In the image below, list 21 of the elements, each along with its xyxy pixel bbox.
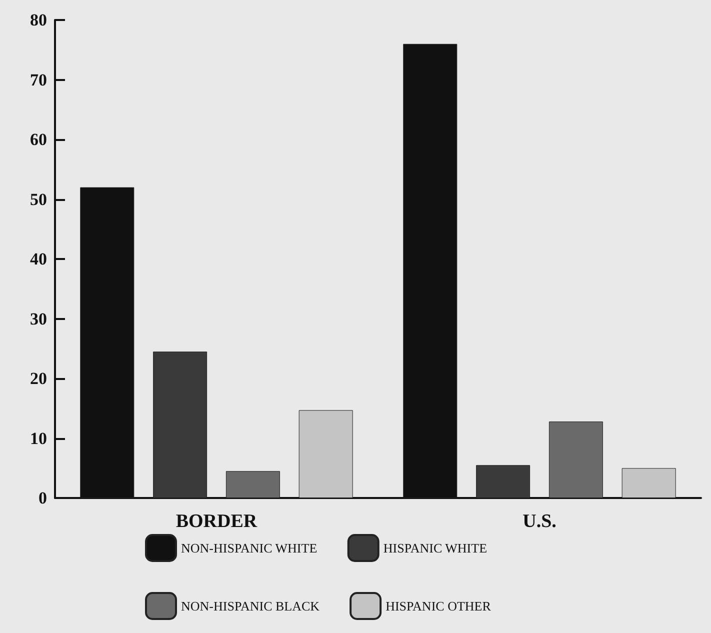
y-tick-label: 10 bbox=[30, 428, 47, 448]
x-tick-label: BORDER bbox=[176, 511, 258, 532]
y-tick-label: 80 bbox=[30, 10, 47, 30]
bar bbox=[476, 465, 530, 498]
y-tick-label: 70 bbox=[30, 70, 47, 90]
y-tick-label: 40 bbox=[30, 250, 47, 268]
legend-label: NON-HISPANIC BLACK bbox=[181, 598, 320, 614]
legend-label: HISPANIC WHITE bbox=[383, 540, 488, 556]
legend-label: HISPANIC OTHER bbox=[386, 598, 492, 614]
bar bbox=[153, 352, 208, 498]
legend-label: NON-HISPANIC WHITE bbox=[181, 540, 318, 556]
y-tick-label: 50 bbox=[30, 190, 47, 209]
x-tick-label: U.S. bbox=[522, 511, 556, 532]
bar bbox=[298, 410, 353, 498]
y-tick-label: 30 bbox=[30, 309, 47, 328]
bar bbox=[622, 468, 676, 498]
bar bbox=[226, 471, 280, 498]
y-tick-label: 20 bbox=[30, 369, 47, 388]
y-tick-label: 60 bbox=[30, 130, 47, 149]
bar bbox=[548, 422, 603, 498]
y-tick-label: 0 bbox=[38, 488, 47, 508]
